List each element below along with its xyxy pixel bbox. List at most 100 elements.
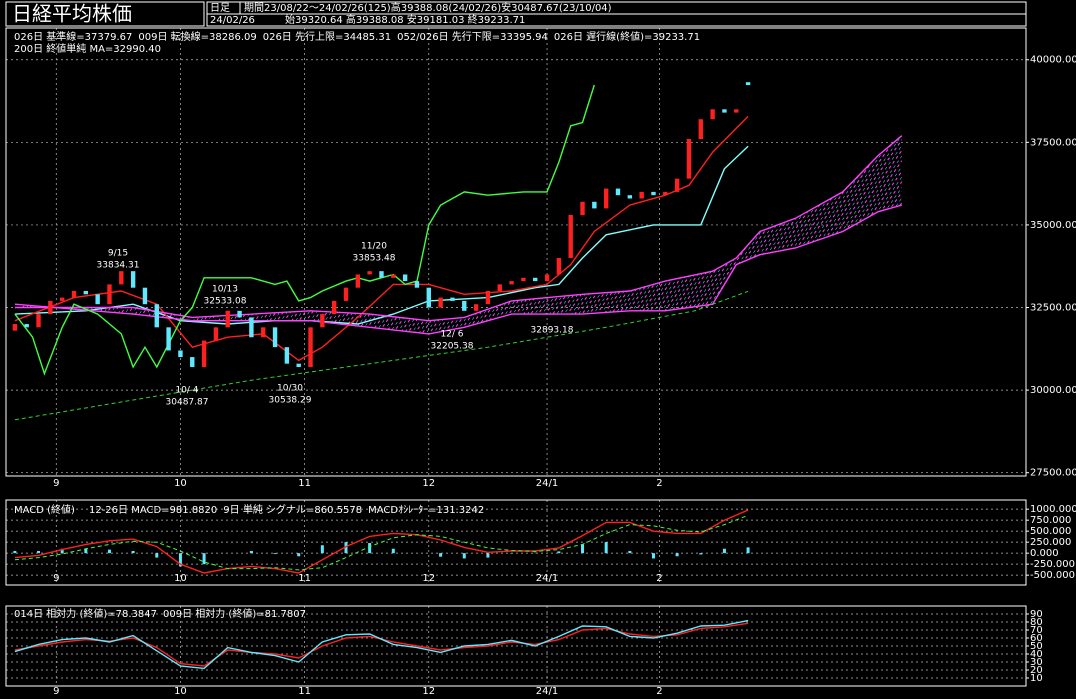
- legend-entry: 026日 先行上限=34485.31: [263, 30, 391, 43]
- annotation-date: 11/20: [361, 242, 387, 252]
- histogram-bar: [202, 553, 206, 565]
- y-tick-label: 40000.00: [1030, 55, 1076, 66]
- y-tick-label: 30: [1030, 657, 1043, 668]
- candle-body: [48, 300, 53, 315]
- y-tick-label: 10: [1030, 673, 1043, 684]
- y-tick-label: 50: [1030, 641, 1043, 652]
- histogram-bar: [297, 553, 301, 557]
- candle-body: [343, 287, 349, 301]
- candle-body: [497, 284, 502, 291]
- date: 24/02/26: [210, 15, 255, 26]
- y-tick-label: 27500.00: [1030, 468, 1076, 479]
- legend-entry: 014日 相対力 (終値)=78.3847: [14, 607, 157, 620]
- candle-body: [509, 281, 514, 285]
- series-line: [14, 290, 749, 421]
- candle-body: [544, 274, 550, 282]
- histogram-bar: [651, 553, 655, 559]
- histogram-bar: [37, 550, 41, 554]
- candle-body: [272, 327, 278, 348]
- histogram-bar: [131, 550, 135, 554]
- x-tick-label: 12: [422, 686, 435, 697]
- candle-body: [355, 274, 361, 288]
- legend-entry: 12-26日 MACD=981.8820: [89, 505, 217, 516]
- candle-body: [130, 271, 136, 288]
- histogram-bar: [439, 553, 443, 557]
- x-tick-label: 10: [174, 478, 187, 489]
- y-tick-label: -500.000: [1030, 570, 1075, 581]
- annotation-value: 32893.18: [531, 326, 574, 336]
- candle-body: [308, 327, 313, 367]
- x-tick-label: 11: [298, 573, 311, 584]
- series-line: [14, 514, 749, 571]
- candle-body: [119, 271, 124, 285]
- x-tick-label: 10: [174, 573, 187, 584]
- y-tick-label: 70: [1030, 625, 1043, 636]
- plot-area: [6, 606, 1026, 686]
- candle-body: [237, 310, 242, 318]
- y-tick-label: 250.000: [1030, 537, 1071, 548]
- candle-body: [745, 82, 751, 86]
- candle-body: [178, 350, 183, 358]
- candle-body: [462, 300, 467, 311]
- candle-body: [367, 271, 372, 275]
- candle-body: [166, 327, 171, 351]
- candle-body: [142, 287, 148, 305]
- candle-body: [663, 191, 668, 196]
- annotation-value: 30487.87: [166, 398, 209, 408]
- legend-entry: MACDｵｼﾚｰﾀｰ=131.3242: [368, 504, 484, 516]
- histogram-bar: [557, 551, 561, 554]
- annotation-date: 12/ 6: [440, 330, 463, 340]
- x-tick-label: 11: [298, 478, 311, 489]
- candle-body: [402, 274, 408, 282]
- histogram-bar: [84, 548, 88, 554]
- y-tick-label: 90: [1030, 609, 1043, 620]
- legend-entry: 026日 基準線=37379.67: [14, 30, 132, 43]
- candle-body: [438, 297, 443, 308]
- candle-body: [320, 314, 325, 328]
- histogram-bar: [462, 553, 466, 559]
- candle-body: [615, 188, 621, 196]
- candle-body: [201, 340, 207, 367]
- y-tick-label: 750.000: [1030, 515, 1071, 526]
- x-tick-label: 2: [656, 686, 662, 697]
- candle-body: [24, 324, 29, 328]
- x-tick-label: 24/1: [536, 478, 558, 489]
- annotation-value: 32533.08: [204, 297, 247, 307]
- x-tick-label: 11: [298, 686, 311, 697]
- candle-body: [261, 327, 266, 338]
- legend-entry: 009日 相対力 (終値)=81.7807: [163, 607, 306, 620]
- candle-body: [154, 304, 159, 328]
- y-tick-label: 80: [1030, 617, 1043, 628]
- y-tick-label: 60: [1030, 633, 1043, 644]
- histogram-bar: [746, 547, 750, 554]
- x-tick-label: 9: [53, 478, 59, 489]
- annotation-value: 32205.38: [431, 342, 474, 352]
- candle-body: [473, 304, 479, 311]
- candle-body: [450, 297, 455, 301]
- x-tick-label: 9: [53, 686, 59, 697]
- annotation-date: 10/ 4: [175, 386, 198, 396]
- x-tick-label: 24/1: [536, 573, 558, 584]
- candle-body: [331, 300, 337, 315]
- candle-body: [710, 109, 715, 120]
- x-tick-label: 9: [53, 573, 59, 584]
- candle-body: [391, 274, 396, 278]
- panel-border: [5, 499, 1027, 586]
- x-tick-label: 2: [656, 478, 662, 489]
- candle-body: [107, 284, 112, 305]
- annotation-value: 30538.29: [269, 396, 312, 406]
- candle-body: [426, 287, 431, 308]
- plot-area: [6, 28, 1026, 476]
- histogram-bar: [368, 543, 372, 554]
- candle-body: [190, 357, 195, 367]
- candle-body: [556, 257, 562, 275]
- legend-entry: 9日 単純 シグナル=860.5578: [223, 503, 362, 516]
- candle-body: [627, 195, 633, 199]
- candle-body: [568, 215, 573, 258]
- candle-body: [686, 139, 692, 179]
- legend-entry: 009日 転換線=38286.09: [138, 30, 256, 43]
- histogram-bar: [13, 550, 17, 554]
- y-tick-label: 20: [1030, 665, 1043, 676]
- annotation-date: 10/30: [277, 384, 303, 394]
